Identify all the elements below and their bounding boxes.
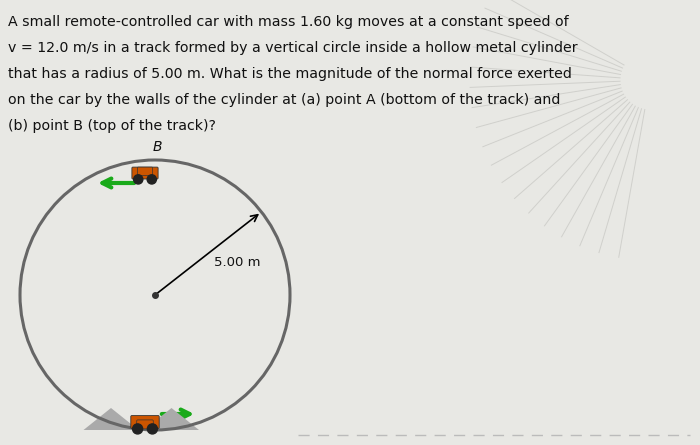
- Circle shape: [132, 424, 143, 434]
- Polygon shape: [144, 408, 199, 430]
- FancyBboxPatch shape: [137, 167, 153, 175]
- Circle shape: [134, 175, 143, 184]
- FancyBboxPatch shape: [131, 416, 159, 429]
- Polygon shape: [83, 408, 139, 430]
- Text: 5.00 m: 5.00 m: [214, 256, 261, 269]
- Circle shape: [147, 175, 156, 184]
- Text: v = 12.0 m/s in a track formed by a vertical circle inside a hollow metal cylind: v = 12.0 m/s in a track formed by a vert…: [8, 41, 578, 55]
- Text: that has a radius of 5.00 m. What is the magnitude of the normal force exerted: that has a radius of 5.00 m. What is the…: [8, 67, 572, 81]
- Text: (b) point B (top of the track)?: (b) point B (top of the track)?: [8, 119, 216, 133]
- Text: on the car by the walls of the cylinder at (a) point A (bottom of the track) and: on the car by the walls of the cylinder …: [8, 93, 561, 107]
- Circle shape: [148, 424, 158, 434]
- FancyBboxPatch shape: [136, 420, 153, 429]
- Text: A small remote-controlled car with mass 1.60 kg moves at a constant speed of: A small remote-controlled car with mass …: [8, 15, 568, 29]
- Text: B: B: [153, 140, 162, 154]
- FancyBboxPatch shape: [132, 167, 158, 179]
